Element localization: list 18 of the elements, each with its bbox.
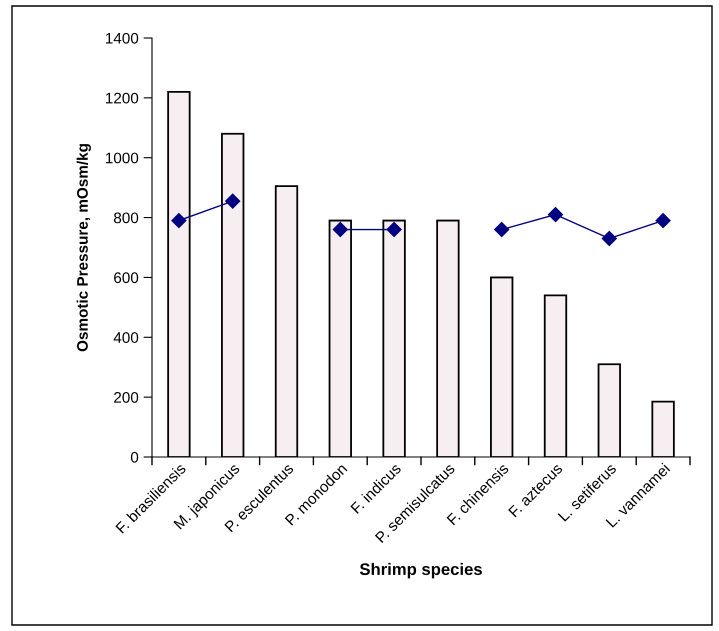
point	[386, 222, 402, 238]
y-tick-label: 600	[114, 272, 138, 284]
point	[602, 230, 617, 246]
y-tick-label: 1200	[106, 92, 138, 104]
x-axis-title: Shrimp species	[360, 562, 482, 578]
point	[332, 222, 348, 238]
y-tick-label: 800	[114, 212, 138, 224]
y-tick-label: 1400	[106, 32, 138, 44]
y-tick-label: 200	[114, 392, 138, 403]
y-tick-label: 400	[114, 332, 138, 343]
point	[656, 212, 671, 228]
point	[494, 222, 510, 238]
y-axis-title: Osmotic Pressure, mOsm/kg	[76, 144, 91, 352]
point	[225, 194, 240, 209]
point	[548, 207, 564, 222]
point	[171, 212, 186, 228]
y-tick-label: 0	[130, 452, 138, 463]
y-tick-label: 1000	[106, 152, 138, 164]
